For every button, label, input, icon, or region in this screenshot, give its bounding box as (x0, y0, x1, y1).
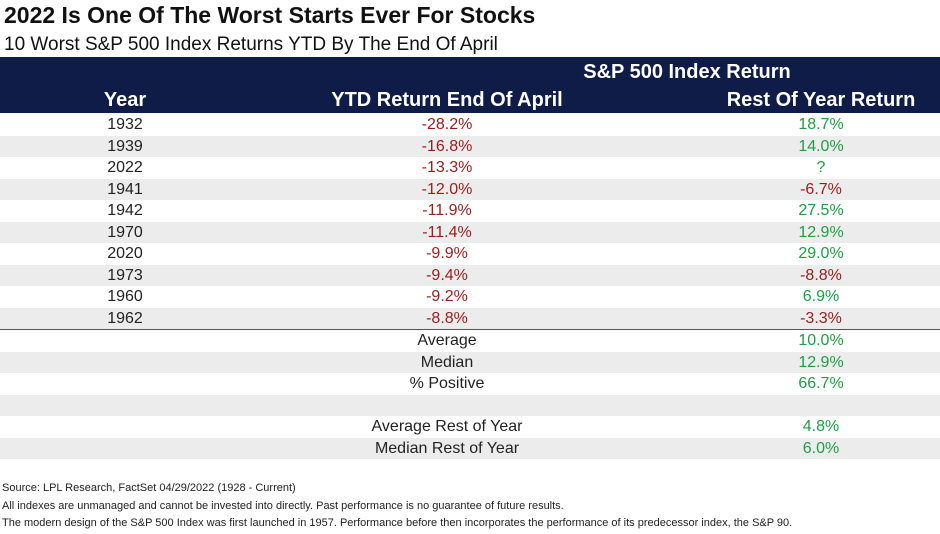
cell-ytd-return: -28.2% (421, 116, 473, 133)
summary-stats: Average 10.0% Median 12.9% % Positive 66.7% Av… (0, 330, 940, 459)
stats-label: % Positive (409, 375, 485, 392)
cell-rest-of-year: 6.9% (802, 288, 840, 305)
cell-rest-of-year: 14.0% (798, 137, 844, 155)
stats-row: % Positive 66.7% (0, 373, 940, 395)
cell-year: 1932 (107, 116, 143, 133)
footer-disclaimer: All indexes are unmanaged and cannot be … (2, 500, 564, 512)
stats-value: 12.9% (798, 353, 844, 371)
table-row: 1932 -28.2% 18.7% (0, 114, 940, 136)
cell-ytd-return: -11.4% (422, 223, 472, 241)
footer-source: Source: LPL Research, FactSet 04/29/2022… (2, 482, 296, 494)
cell-rest-of-year: 29.0% (798, 245, 844, 262)
cell-ytd-return: -8.8% (426, 309, 468, 327)
cell-ytd-return: -9.9% (426, 245, 468, 262)
table-row: 2020 -9.9% 29.0% (0, 243, 940, 265)
column-header-rest-of-year: Rest Of Year Return (726, 89, 916, 111)
stats-value: 10.0% (798, 332, 844, 349)
cell-year: 2022 (107, 159, 143, 176)
column-header-year: Year (103, 89, 147, 111)
cell-year: 1942 (107, 202, 143, 219)
cell-year: 1960 (107, 288, 143, 305)
cell-year: 1962 (107, 309, 143, 327)
cell-rest-of-year: -6.7% (800, 180, 842, 198)
cell-ytd-return: -9.4% (426, 266, 468, 284)
table-row: 1970 -11.4% 12.9% (0, 221, 940, 243)
stats-value: 66.7% (798, 375, 844, 392)
table-row: 1941 -12.0% -6.7% (0, 178, 940, 200)
cell-rest-of-year: 12.9% (798, 223, 844, 241)
cell-ytd-return: -13.3% (421, 159, 473, 176)
column-header-ytd-return: YTD Return End Of April (331, 89, 563, 111)
stats-label: Average Rest of Year (371, 418, 523, 435)
cell-rest-of-year: -3.3% (800, 309, 842, 327)
table-divider (0, 329, 940, 330)
table-row: 1962 -8.8% -3.3% (0, 307, 940, 329)
stats-label: Average (417, 332, 477, 349)
stats-value: 4.8% (802, 418, 840, 435)
cell-rest-of-year: 18.7% (798, 116, 844, 133)
stats-value: 6.0% (802, 439, 840, 457)
stats-row: Median 12.9% (0, 351, 940, 373)
table-row: 1942 -11.9% 27.5% (0, 200, 940, 222)
stats-row: Average 10.0% (0, 330, 940, 352)
table-header: S&P 500 Index Return Year YTD Return End… (0, 57, 940, 113)
cell-ytd-return: -9.2% (426, 288, 468, 305)
stats-row (0, 394, 940, 416)
table-row: 1973 -9.4% -8.8% (0, 264, 940, 286)
page-title: 2022 Is One Of The Worst Starts Ever For… (4, 2, 536, 28)
cell-rest-of-year: ? (816, 159, 826, 176)
cell-year: 2020 (107, 245, 143, 262)
table-row: 2022 -13.3%? (0, 157, 940, 179)
cell-year: 1939 (107, 137, 143, 155)
table-row: 1960 -9.2% 6.9% (0, 286, 940, 308)
table-body: 1932 -28.2% 18.7% 1939 -16.8% 14.0% 2022 -13.3%… (0, 114, 940, 329)
stats-row: Average Rest of Year 4.8% (0, 416, 940, 438)
cell-year: 1970 (107, 223, 143, 241)
cell-ytd-return: -11.9% (422, 202, 472, 219)
cell-year: 1941 (107, 180, 143, 198)
stats-label: Median (420, 353, 474, 371)
group-header-sp500: S&P 500 Index Return (583, 61, 791, 83)
stats-row: Median Rest of Year 6.0% (0, 437, 940, 459)
cell-year: 1973 (107, 266, 143, 284)
cell-ytd-return: -16.8% (421, 137, 473, 155)
stats-label: Median Rest of Year (374, 439, 520, 457)
cell-rest-of-year: 27.5% (798, 202, 844, 219)
page-subtitle: 10 Worst S&P 500 Index Returns YTD By Th… (4, 34, 498, 55)
table-row: 1939 -16.8% 14.0% (0, 135, 940, 157)
cell-rest-of-year: -8.8% (800, 266, 842, 284)
cell-ytd-return: -12.0% (421, 180, 473, 198)
footer-note: The modern design of the S&P 500 Index w… (2, 517, 793, 529)
